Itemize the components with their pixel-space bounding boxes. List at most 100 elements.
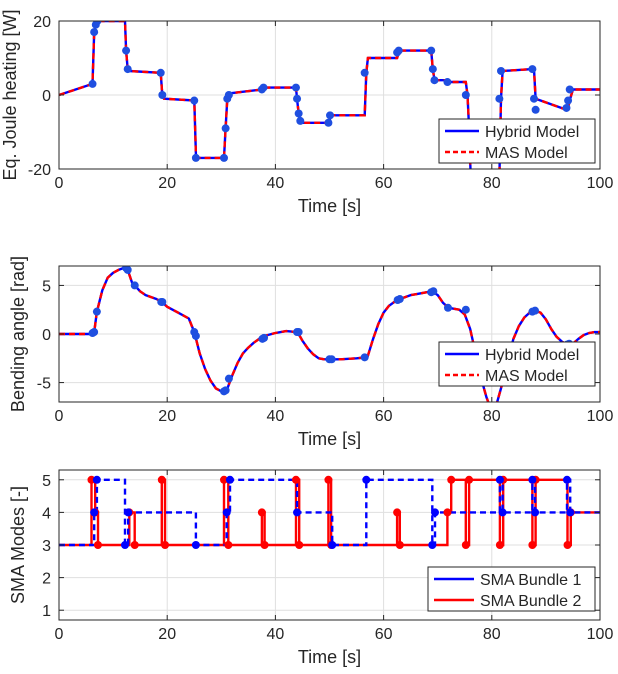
legend: SMA Bundle 1 SMA Bundle 2 xyxy=(427,566,596,612)
switch-marker xyxy=(430,76,439,85)
mode-marker-bundle-1 xyxy=(528,475,537,484)
y-tick-label: 20 xyxy=(33,14,51,31)
switch-marker xyxy=(427,46,436,55)
mode-marker-bundle-2 xyxy=(563,541,572,549)
mode-marker-bundle-2 xyxy=(461,541,470,549)
switch-marker xyxy=(90,328,99,337)
mode-marker-bundle-1 xyxy=(430,508,439,517)
legend-label: Hybrid Model xyxy=(485,124,579,141)
mode-marker-bundle-1 xyxy=(531,508,540,517)
y-axis-label: SMA Modes [-] xyxy=(8,486,28,604)
legend-label: MAS Model xyxy=(485,368,568,385)
mode-marker-bundle-2 xyxy=(528,541,537,549)
mode-marker-bundle-1 xyxy=(328,541,337,549)
switch-marker xyxy=(461,91,470,99)
switch-marker xyxy=(531,105,540,114)
legend-label: MAS Model xyxy=(485,145,568,162)
mode-marker-bundle-2 xyxy=(495,541,504,549)
x-tick-label: 80 xyxy=(483,408,501,425)
mode-marker-bundle-1 xyxy=(428,541,437,549)
y-tick-label: 4 xyxy=(42,505,51,522)
switch-marker xyxy=(428,65,437,74)
y-axis-label: Bending angle [rad] xyxy=(8,256,28,412)
mode-marker-bundle-2 xyxy=(395,541,404,549)
x-tick-label: 60 xyxy=(375,408,393,425)
legend-box xyxy=(438,341,596,387)
mode-marker-bundle-2 xyxy=(130,541,139,549)
mode-marker-bundle-2 xyxy=(291,475,300,484)
legend: Hybrid Model MAS Model xyxy=(438,118,596,164)
legend-box xyxy=(438,118,596,164)
mode-marker-bundle-2 xyxy=(224,541,233,549)
x-tick-label: 0 xyxy=(55,175,64,192)
switch-marker xyxy=(158,91,167,99)
switch-marker xyxy=(528,65,537,74)
mode-marker-bundle-2 xyxy=(220,475,229,484)
switch-marker xyxy=(429,287,438,296)
switch-marker xyxy=(327,355,336,364)
switch-marker xyxy=(296,116,305,125)
mode-marker-bundle-1 xyxy=(121,541,130,549)
switch-marker xyxy=(461,305,470,314)
switch-marker xyxy=(360,353,369,362)
x-tick-label: 20 xyxy=(158,408,176,425)
x-tick-label: 60 xyxy=(375,626,393,643)
x-tick-label: 80 xyxy=(483,175,501,192)
mode-marker-bundle-1 xyxy=(225,475,234,484)
legend-label: SMA Bundle 1 xyxy=(480,572,582,589)
x-tick-label: 20 xyxy=(158,626,176,643)
switch-marker xyxy=(531,306,540,315)
mode-marker-bundle-2 xyxy=(443,508,452,517)
switch-marker xyxy=(259,83,268,92)
mode-marker-bundle-1 xyxy=(362,475,371,484)
x-axis-label: Time [s] xyxy=(298,196,361,216)
switch-marker xyxy=(221,124,230,133)
switch-marker xyxy=(158,297,167,306)
x-tick-label: 100 xyxy=(587,175,614,192)
legend: Hybrid Model MAS Model xyxy=(438,341,596,387)
mode-marker-bundle-2 xyxy=(157,475,166,484)
switch-marker xyxy=(220,153,229,162)
switch-marker xyxy=(395,295,404,304)
y-axis-label: Eq. Joule heating [W] xyxy=(0,9,20,180)
mode-marker-bundle-2 xyxy=(257,508,266,517)
y-tick-label: -20 xyxy=(28,162,51,179)
mode-marker-bundle-1 xyxy=(566,508,575,517)
x-axis-label: Time [s] xyxy=(298,429,361,449)
switch-marker xyxy=(93,21,102,25)
subplot-3: 0 20 40 60 80 100 1 2 3 4 5 Time [s] SMA Modes [-] SM… xyxy=(8,469,613,667)
y-tick-label: -5 xyxy=(37,376,51,393)
mode-marker-bundle-1 xyxy=(293,508,302,517)
switch-marker xyxy=(130,281,139,290)
switch-marker xyxy=(90,28,99,37)
x-tick-label: 80 xyxy=(483,626,501,643)
switch-marker xyxy=(191,331,200,340)
switch-marker xyxy=(565,85,574,94)
switch-marker xyxy=(326,111,335,120)
legend-box xyxy=(427,566,596,612)
switch-marker xyxy=(224,91,233,99)
switch-marker xyxy=(443,303,452,312)
switch-marker xyxy=(190,96,199,105)
switch-marker xyxy=(224,374,233,383)
y-tick-label: 3 xyxy=(42,538,51,555)
switch-marker xyxy=(496,66,505,75)
legend-label: Hybrid Model xyxy=(485,347,579,364)
mode-marker-bundle-1 xyxy=(92,475,101,484)
mode-marker-bundle-2 xyxy=(447,475,456,484)
switch-marker xyxy=(123,266,132,274)
legend-label: SMA Bundle 2 xyxy=(480,593,582,610)
mode-marker-bundle-1 xyxy=(498,508,507,517)
switch-marker xyxy=(294,328,303,337)
y-tick-label: 0 xyxy=(42,327,51,344)
mode-marker-bundle-2 xyxy=(260,541,269,549)
mode-marker-bundle-1 xyxy=(90,508,99,517)
mode-marker-bundle-2 xyxy=(161,541,170,549)
mode-marker-bundle-2 xyxy=(324,475,333,484)
y-tick-label: 0 xyxy=(42,88,51,105)
y-tick-label: 2 xyxy=(42,571,51,588)
switch-marker xyxy=(443,78,452,87)
x-tick-label: 40 xyxy=(267,626,285,643)
